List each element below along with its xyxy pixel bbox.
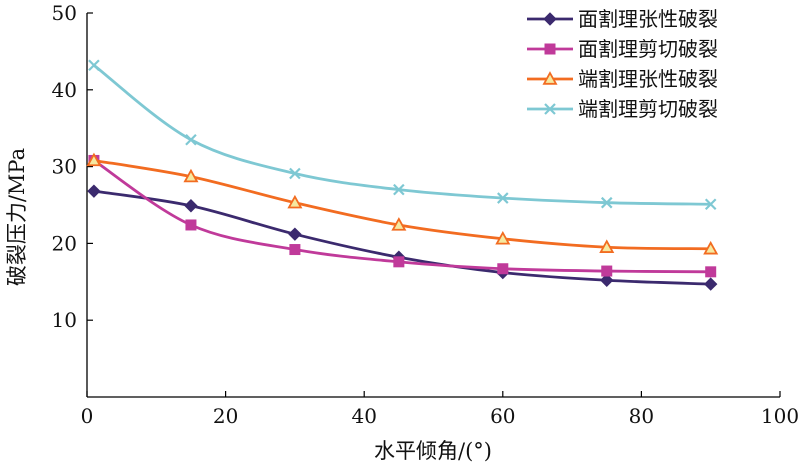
series-layer <box>86 59 719 291</box>
data-point <box>393 183 405 196</box>
series-3 <box>86 152 719 255</box>
data-point <box>289 244 301 256</box>
series-1 <box>87 184 718 291</box>
data-point <box>543 12 557 26</box>
data-point <box>544 103 556 115</box>
y-tick-label: 30 <box>52 155 77 179</box>
legend-label: 面割理张性破裂 <box>578 7 718 31</box>
legend-item: 面割理剪切破裂 <box>527 37 718 61</box>
x-tick-label: 40 <box>351 404 376 428</box>
x-tick-label: 0 <box>81 404 94 428</box>
legend-item: 端割理剪切破裂 <box>527 97 718 121</box>
data-point <box>601 265 613 277</box>
data-point <box>544 43 556 55</box>
data-point <box>703 277 718 291</box>
x-tick-label: 80 <box>629 404 654 428</box>
axes: 0 20 40 60 80 100 10 20 30 40 50 <box>52 1 800 428</box>
data-point <box>391 217 407 231</box>
legend-item: 面割理张性破裂 <box>527 7 718 31</box>
data-point <box>86 152 102 167</box>
series-4 <box>88 59 717 211</box>
data-point <box>87 184 101 198</box>
y-tick-label: 20 <box>52 231 77 255</box>
data-point <box>183 168 199 183</box>
legend-label: 端割理剪切破裂 <box>578 97 718 121</box>
data-point <box>599 239 615 253</box>
x-tick-label: 20 <box>213 404 238 428</box>
legend-label: 面割理剪切破裂 <box>578 37 718 61</box>
data-point <box>287 194 303 209</box>
data-point <box>289 167 301 180</box>
data-point <box>497 263 509 275</box>
data-point <box>393 256 405 268</box>
data-point <box>705 266 717 278</box>
y-axis-title: 破裂压力/MPa <box>5 148 29 286</box>
x-tick-label: 100 <box>761 404 799 428</box>
legend-label: 端割理张性破裂 <box>578 67 718 91</box>
y-tick-label: 50 <box>52 1 77 25</box>
y-tick-label: 40 <box>52 78 77 102</box>
data-point <box>600 196 613 209</box>
data-point <box>185 219 197 231</box>
legend-item: 端割理张性破裂 <box>527 67 718 91</box>
data-point <box>495 230 511 245</box>
data-point <box>704 198 717 211</box>
data-point <box>88 59 100 72</box>
data-point <box>600 273 614 287</box>
x-axis-title: 水平倾角/(°) <box>374 439 492 463</box>
y-tick-label: 10 <box>52 308 77 332</box>
x-tick-label: 60 <box>490 404 515 428</box>
data-point <box>542 71 558 85</box>
data-point <box>288 227 302 241</box>
data-point <box>185 133 197 146</box>
data-point <box>703 240 719 255</box>
data-point <box>497 192 509 204</box>
data-point <box>184 199 198 213</box>
